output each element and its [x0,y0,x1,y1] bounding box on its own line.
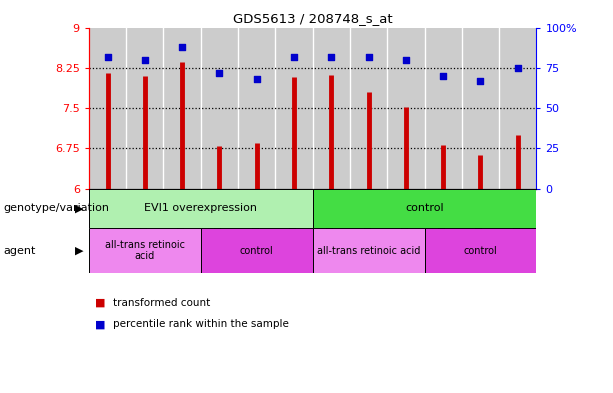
Bar [275,28,313,189]
Bar [89,228,201,273]
Bar [462,28,499,189]
Point [215,70,224,76]
Bar [350,28,387,189]
Text: genotype/variation: genotype/variation [3,203,109,213]
Point [102,53,112,60]
Bar [499,28,536,189]
Title: GDS5613 / 208748_s_at: GDS5613 / 208748_s_at [233,12,392,25]
Point [438,73,448,79]
Bar [126,28,164,189]
Point [177,44,187,50]
Text: ▶: ▶ [75,246,84,255]
Bar [313,28,350,189]
Point [326,53,336,60]
Text: transformed count: transformed count [113,298,211,308]
Bar [201,28,238,189]
Point [252,76,262,82]
Bar [424,228,536,273]
Point [140,57,150,63]
Bar [313,189,536,228]
Point [289,53,299,60]
Text: all-trans retinoic acid: all-trans retinoic acid [317,246,421,255]
Text: all-trans retinoic
acid: all-trans retinoic acid [105,240,185,261]
Bar [238,28,275,189]
Bar [201,228,313,273]
Point [364,53,373,60]
Point [513,64,523,71]
Text: ▶: ▶ [75,203,84,213]
Text: ■: ■ [95,319,105,329]
Bar [387,28,425,189]
Bar [164,28,201,189]
Text: EVI1 overexpression: EVI1 overexpression [144,203,257,213]
Point [476,77,485,84]
Text: agent: agent [3,246,36,255]
Text: percentile rank within the sample: percentile rank within the sample [113,319,289,329]
Point [401,57,411,63]
Bar [89,28,126,189]
Text: ■: ■ [95,298,105,308]
Text: control: control [405,203,444,213]
Text: control: control [463,246,497,255]
Bar [89,189,313,228]
Bar [425,28,462,189]
Text: control: control [240,246,273,255]
Bar [313,228,424,273]
